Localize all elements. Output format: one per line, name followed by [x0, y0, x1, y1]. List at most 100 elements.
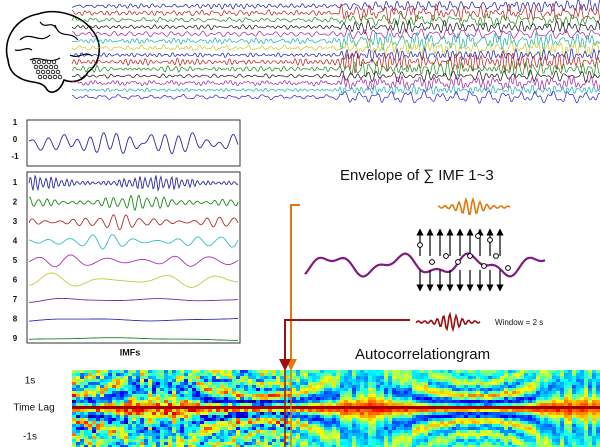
heatmap-cell [532, 421, 537, 425]
heatmap-cell [184, 373, 189, 377]
heatmap-cell [548, 373, 553, 377]
heatmap-cell [340, 421, 345, 425]
heatmap-cell [516, 436, 521, 440]
heatmap-cell [292, 397, 297, 401]
heatmap-cell [516, 415, 521, 419]
heatmap-cell [436, 427, 441, 431]
heatmap-cell [532, 394, 537, 398]
heatmap-cell [464, 391, 469, 395]
heatmap-cell [544, 409, 549, 413]
heatmap-cell [444, 427, 449, 431]
heatmap-cell [596, 394, 600, 398]
heatmap-cell [404, 382, 409, 386]
heatmap-cell [104, 379, 109, 383]
heatmap-cell [352, 406, 357, 410]
heatmap-cell [256, 397, 261, 401]
heatmap-cell [192, 391, 197, 395]
heatmap-cell [296, 436, 301, 440]
heatmap-cell [316, 412, 321, 416]
heatmap-cell [488, 409, 493, 413]
heatmap-cell [340, 373, 345, 377]
heatmap-cell [476, 373, 481, 377]
heatmap-cell [264, 382, 269, 386]
heatmap-cell [180, 370, 185, 374]
heatmap-cell [336, 427, 341, 431]
signal-tick-label: 0 [13, 135, 18, 144]
heatmap-cell [312, 391, 317, 395]
heatmap-cell [316, 427, 321, 431]
heatmap-cell [132, 439, 137, 443]
heatmap-cell [528, 445, 533, 447]
heatmap-cell [568, 406, 573, 410]
heatmap-cell [376, 439, 381, 443]
heatmap-cell [552, 382, 557, 386]
heatmap-cell [528, 403, 533, 407]
heatmap-cell [216, 418, 221, 422]
heatmap-cell [308, 433, 313, 437]
heatmap-cell [488, 406, 493, 410]
heatmap-cell [560, 394, 565, 398]
heatmap-cell [252, 415, 257, 419]
heatmap-cell [276, 430, 281, 434]
heatmap-cell [444, 382, 449, 386]
heatmap-cell [372, 412, 377, 416]
heatmap-cell [552, 394, 557, 398]
heatmap-cell [456, 445, 461, 447]
heatmap-cell [492, 373, 497, 377]
heatmap-cell [128, 373, 133, 377]
heatmap-cell [492, 379, 497, 383]
heatmap-cell [244, 415, 249, 419]
heatmap-cell [496, 382, 501, 386]
heatmap-cell [380, 418, 385, 422]
heatmap-cell [428, 400, 433, 404]
heatmap-cell [520, 424, 525, 428]
heatmap-cell [532, 388, 537, 392]
heatmap-cell [540, 412, 545, 416]
heatmap-cell [388, 403, 393, 407]
heatmap-cell [304, 418, 309, 422]
heatmap-cell [320, 436, 325, 440]
heatmap-cell [236, 376, 241, 380]
heatmap-cell [108, 397, 113, 401]
heatmap-cell [104, 418, 109, 422]
heatmap-cell [396, 442, 401, 446]
heatmap-cell [164, 382, 169, 386]
heatmap-cell [272, 394, 277, 398]
heatmap-cell [144, 436, 149, 440]
heatmap-cell [172, 421, 177, 425]
heatmap-cell [192, 445, 197, 447]
heatmap-cell [584, 397, 589, 401]
heatmap-cell [320, 388, 325, 392]
heatmap-cell [164, 418, 169, 422]
heatmap-cell [344, 430, 349, 434]
heatmap-cell [144, 385, 149, 389]
heatmap-cell [492, 415, 497, 419]
heatmap-cell [284, 436, 289, 440]
heatmap-cell [540, 379, 545, 383]
heatmap-cell [252, 379, 257, 383]
heatmap-cell [368, 382, 373, 386]
heatmap-cell [132, 409, 137, 413]
heatmap-cell [588, 430, 593, 434]
heatmap-cell [508, 397, 513, 401]
heatmap-cell [132, 388, 137, 392]
heatmap-cell [488, 376, 493, 380]
heatmap-cell [264, 394, 269, 398]
heatmap-cell [212, 412, 217, 416]
heatmap-cell [548, 418, 553, 422]
heatmap-cell [560, 382, 565, 386]
heatmap-cell [292, 439, 297, 443]
heatmap-cell [496, 376, 501, 380]
heatmap-cell [220, 388, 225, 392]
heatmap-cell [112, 370, 117, 374]
heatmap-cell [428, 370, 433, 374]
heatmap-cell [76, 379, 81, 383]
heatmap-cell [500, 376, 505, 380]
imf-trace [28, 297, 238, 303]
heatmap-cell [264, 391, 269, 395]
heatmap-cell [228, 439, 233, 443]
heatmap-cell [512, 427, 517, 431]
heatmap-cell [88, 430, 93, 434]
heatmap-cell [184, 394, 189, 398]
heatmap-cell [516, 379, 521, 383]
